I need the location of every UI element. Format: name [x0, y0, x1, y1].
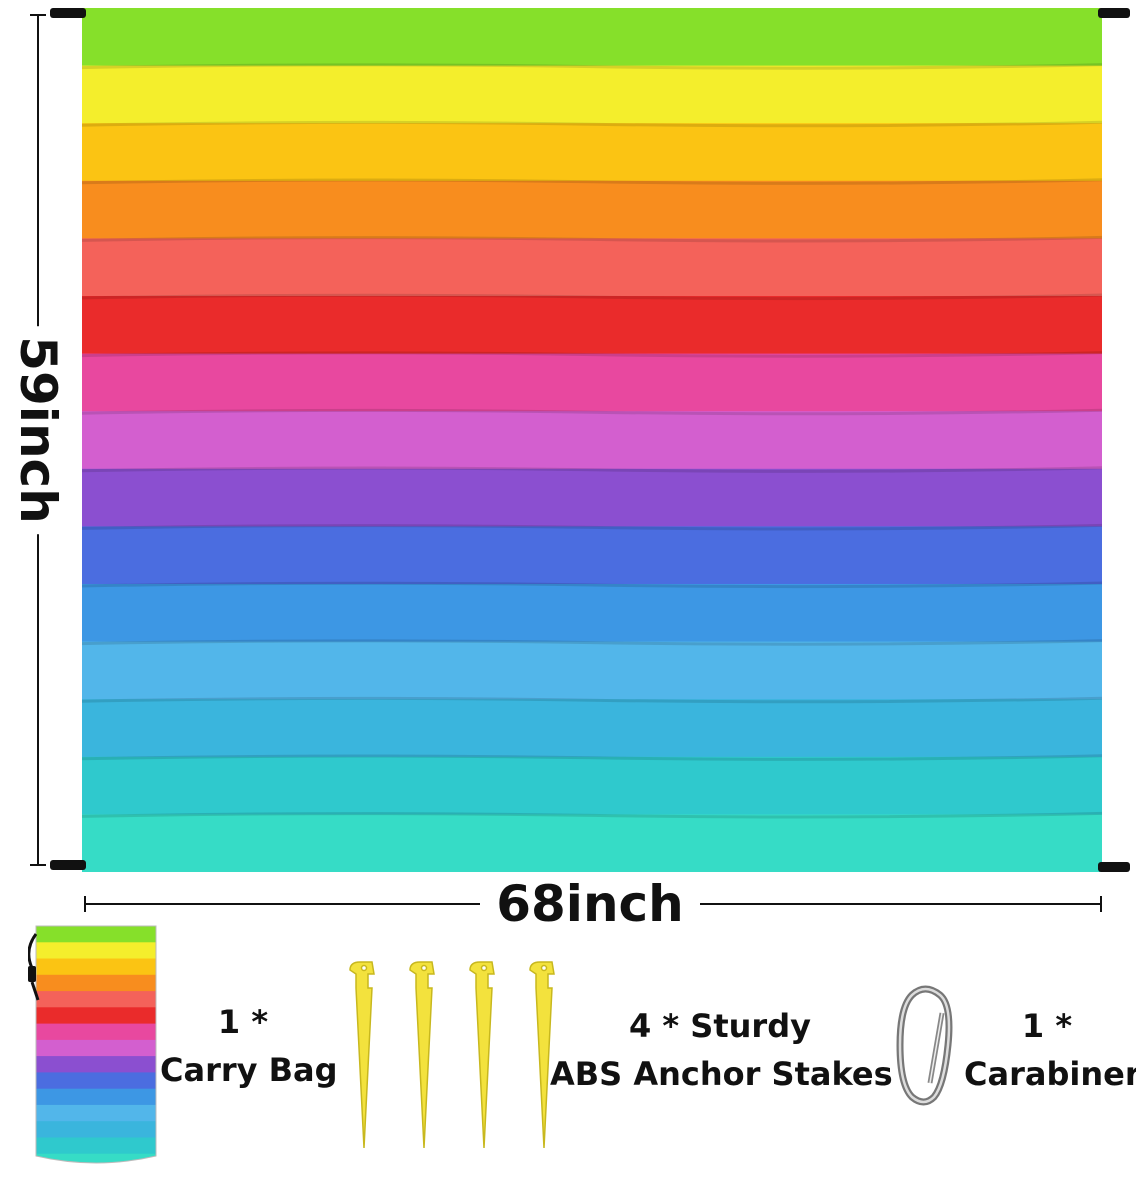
mat-stripe-edge: [82, 120, 1102, 128]
mat-stripe: [82, 756, 1102, 816]
anchor-stake-hole: [420, 964, 428, 972]
bag-stripe: [36, 1153, 156, 1163]
anchor-stakes-label: ABS Anchor Stakes: [550, 1055, 893, 1093]
anchor-stake-hole: [540, 964, 548, 972]
mat-stripe: [82, 641, 1102, 701]
mat-stripe-edge: [82, 581, 1102, 589]
bag-stripe: [36, 926, 156, 943]
bag-stripe: [36, 1072, 156, 1090]
height-dimension-top-tick: [30, 14, 46, 16]
mat-stripe: [82, 468, 1102, 528]
mat-stripe-edge: [82, 696, 1102, 704]
mat-stripe-edge: [82, 811, 1102, 819]
mat-stripe: [82, 699, 1102, 758]
carry-bag-label: Carry Bag: [160, 1051, 338, 1089]
mat-tab-bottom-left: [50, 860, 86, 870]
height-dimension-label: 59inch: [8, 326, 68, 534]
mat-stripe-edge: [82, 235, 1102, 243]
width-dimension-right-tick: [1100, 896, 1102, 912]
anchor-stakes-caption: 4 * Sturdy ABS Anchor Stakes: [550, 1002, 893, 1098]
anchor-stake: [349, 961, 375, 1149]
carry-bag-count: 1 *: [217, 1003, 269, 1041]
anchor-stake: [529, 961, 555, 1149]
anchor-stake-hole: [480, 964, 488, 972]
bag-stripe: [36, 942, 156, 960]
bag-stripe: [36, 1137, 156, 1155]
rainbow-stripes: [82, 8, 1102, 872]
mat-tab-top-right: [1098, 8, 1130, 18]
mat-stripe: [82, 65, 1102, 125]
carabiner-label: Carabiner: [964, 1055, 1136, 1093]
bag-stripe: [36, 1104, 156, 1122]
mat-stripe-edge: [82, 63, 1102, 70]
anchor-stakes-count: 4 * Sturdy: [629, 1007, 811, 1045]
mat-stripe-edge: [82, 639, 1102, 646]
mat-stripe: [82, 8, 1102, 67]
anchor-stake: [469, 961, 495, 1149]
mat-stripe-edge: [82, 523, 1102, 531]
mat-stripe-edge: [82, 466, 1102, 473]
width-dimension-left-tick: [84, 896, 86, 912]
bag-stripe: [36, 1088, 156, 1106]
carabiner-count: 1 *: [1021, 1007, 1073, 1045]
bag-stripe: [36, 1023, 156, 1041]
mat-stripe-edge: [82, 178, 1102, 185]
mat-stripe: [82, 296, 1102, 355]
height-dimension-bottom-tick: [30, 864, 46, 866]
mat-stripe: [82, 180, 1102, 240]
bag-stripe: [36, 1039, 156, 1057]
carry-bag-icon: [27, 920, 160, 1170]
mat-stripe: [82, 411, 1102, 470]
mat-stripe: [82, 123, 1102, 182]
mat-stripe-edge: [82, 293, 1102, 301]
carry-bag-caption: 1 * Carry Bag: [160, 998, 338, 1094]
mat-stripe: [82, 584, 1102, 643]
carabiner-icon: [890, 985, 960, 1110]
bag-stripe: [36, 1121, 156, 1139]
mat-stripe: [82, 526, 1102, 585]
bag-stripe: [36, 958, 156, 976]
bag-stripe: [36, 991, 156, 1008]
mat-stripe: [82, 353, 1102, 413]
rainbow-beach-mat: [82, 8, 1102, 872]
mat-stripe: [82, 814, 1102, 872]
bag-stripe: [36, 1007, 156, 1025]
carabiner-caption: 1 * Carabiner: [964, 1002, 1136, 1098]
bag-stripe: [36, 974, 156, 992]
mat-tab-top-left: [50, 8, 86, 18]
mat-tab-bottom-right: [1098, 862, 1130, 872]
mat-stripe: [82, 238, 1102, 297]
mat-stripe-edge: [82, 408, 1102, 416]
anchor-stake-hole: [360, 964, 368, 972]
anchor-stakes-icon: [340, 958, 580, 1158]
mat-stripe-edge: [82, 351, 1102, 358]
bag-stripe: [36, 1056, 156, 1073]
anchor-stake: [409, 961, 435, 1149]
width-dimension-label: 68inch: [480, 874, 700, 934]
mat-stripe-edge: [82, 754, 1102, 761]
